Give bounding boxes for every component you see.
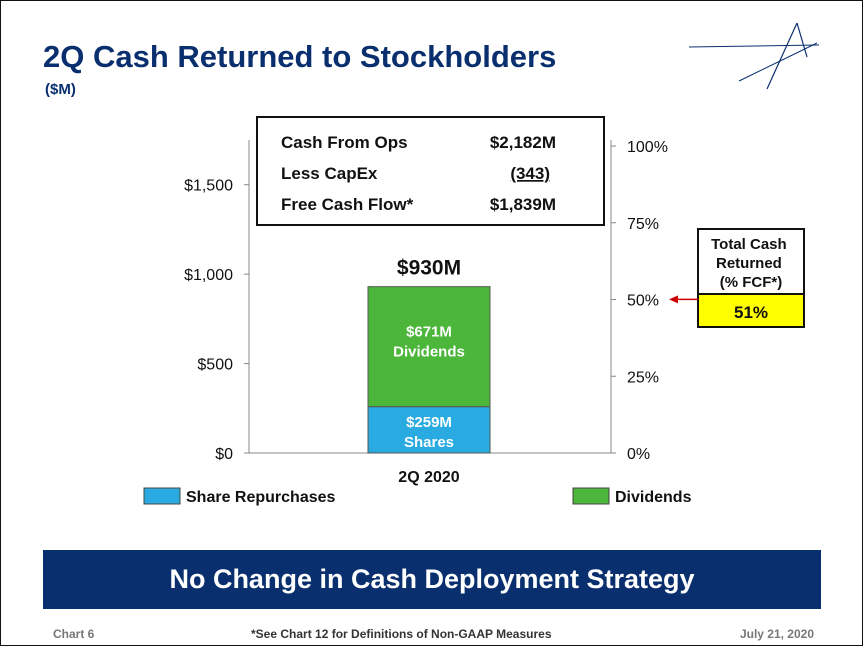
callout-title: Total Cash Returned (% FCF*): [711, 236, 791, 291]
y-tick-label: $1,000: [184, 267, 233, 284]
total-cash-returned-callout: Total Cash Returned (% FCF*) 51%: [697, 228, 805, 328]
slide-date: July 21, 2020: [739, 627, 814, 641]
chart-bars: [367, 286, 491, 454]
summary-row-label: Less CapEx: [281, 164, 378, 183]
y2-tick-label: 25%: [627, 369, 659, 386]
y2-tick-label: 0%: [627, 446, 650, 463]
strategy-banner: No Change in Cash Deployment Strategy: [43, 550, 821, 609]
slide-title: 2Q Cash Returned to Stockholders: [43, 39, 557, 74]
bar-segment: [367, 406, 491, 454]
footnote: *See Chart 12 for Definitions of Non-GAA…: [251, 627, 552, 641]
summary-row-value: (343): [510, 164, 550, 183]
chart-labels: $259M Shares $671M Dividends $930M 2Q 2020 Sha…: [143, 257, 692, 506]
summary-row-label: Cash From Ops: [281, 133, 408, 152]
bar-data-label: $671M: [406, 324, 452, 341]
arrow-head: [669, 295, 678, 304]
slide-subtitle: ($M): [45, 81, 76, 98]
y-tick-label: $0: [215, 446, 233, 463]
y-tick-label: $500: [197, 357, 233, 374]
callout-value: 51%: [734, 303, 768, 322]
legend-swatch: [572, 487, 610, 505]
x-tick-label: 2Q 2020: [398, 469, 459, 486]
bar-segment: [367, 286, 491, 408]
legend-label: Dividends: [615, 489, 692, 506]
cash-returned-chart: $0 $500 $1,000 $1,500 0% 25% 50% 75% 100% $259M S…: [143, 116, 805, 506]
bar-data-label: Shares: [404, 434, 454, 451]
summary-row-value: $2,182M: [490, 133, 556, 152]
y2-tick-label: 50%: [627, 293, 659, 310]
star-logo-icon: [689, 22, 820, 90]
summary-row-value: $1,839M: [490, 195, 556, 214]
callout-title-line: Total Cash: [711, 236, 787, 253]
red-arrow-icon: [669, 295, 698, 304]
y-tick-label: $1,500: [184, 178, 233, 195]
bar-total-label: $930M: [397, 257, 461, 280]
y2-tick-label: 100%: [627, 139, 668, 156]
bar-data-label: $259M: [406, 414, 452, 431]
callout-title-line: (% FCF*): [720, 274, 783, 291]
legend-swatch: [143, 487, 181, 505]
callout-title-line: Returned: [716, 255, 782, 272]
summary-box: Cash From Ops $2,182M Less CapEx (343) F…: [256, 116, 605, 226]
chart-number: Chart 6: [53, 627, 95, 641]
bar-data-label: Dividends: [393, 344, 465, 361]
summary-row-label: Free Cash Flow*: [281, 195, 414, 214]
legend-label: Share Repurchases: [186, 489, 336, 506]
y2-tick-label: 75%: [627, 216, 659, 233]
